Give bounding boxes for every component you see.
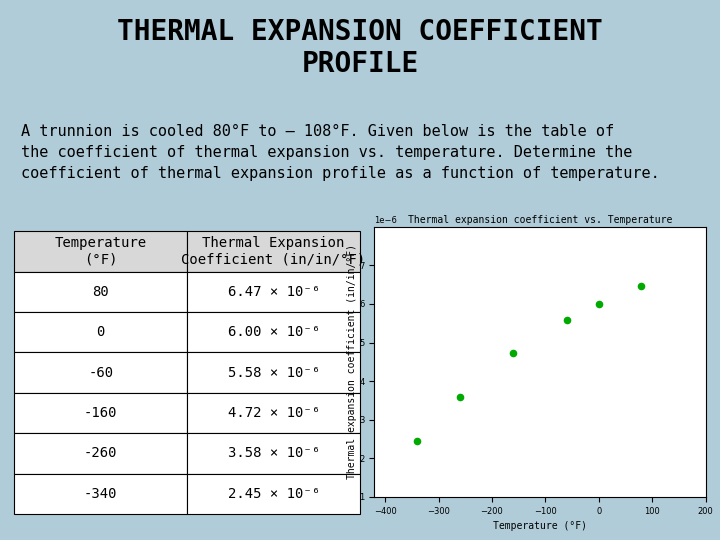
Point: [561, 316, 572, 325]
Point: [411, 436, 423, 445]
Point: [593, 300, 605, 308]
Point: [636, 281, 647, 290]
Title: Thermal expansion coefficient vs. Temperature: Thermal expansion coefficient vs. Temper…: [408, 214, 672, 225]
Text: THERMAL EXPANSION COEFFICIENT
PROFILE: THERMAL EXPANSION COEFFICIENT PROFILE: [117, 18, 603, 78]
X-axis label: Temperature (°F): Temperature (°F): [493, 521, 587, 531]
Text: A trunnion is cooled 80°F to – 108°F. Given below is the table of
the coefficien: A trunnion is cooled 80°F to – 108°F. Gi…: [22, 124, 660, 181]
Point: [454, 393, 466, 402]
Y-axis label: Thermal expansion coefficient (in/in/°F): Thermal expansion coefficient (in/in/°F): [346, 244, 356, 480]
Point: [508, 349, 519, 357]
